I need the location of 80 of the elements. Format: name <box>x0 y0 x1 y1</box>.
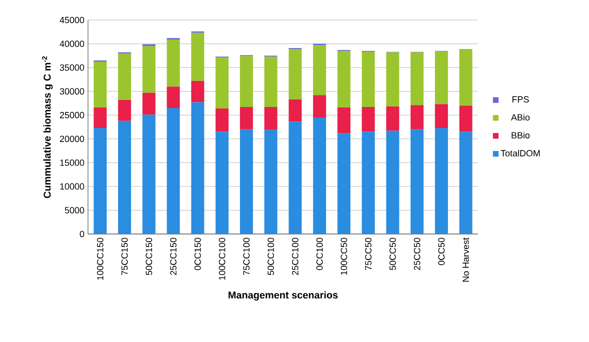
bar <box>166 86 180 108</box>
y-tick-label: 30000 <box>60 88 84 95</box>
x-tick-label: 100CC50 <box>340 238 348 275</box>
bar <box>240 129 253 234</box>
bar <box>386 106 400 131</box>
bar <box>459 106 472 132</box>
bar <box>410 129 424 234</box>
legend-label: FPS <box>512 96 529 103</box>
bar <box>337 50 350 108</box>
bar <box>216 58 229 108</box>
bar <box>118 100 132 121</box>
x-tick-label: 25CC50 <box>414 238 420 270</box>
legend-label: TotalDOM <box>500 150 540 156</box>
bar <box>362 132 375 234</box>
x-tick-label: 50CC50 <box>390 238 396 270</box>
x-tick-label: 75CC50 <box>365 238 372 270</box>
legend-label: ABio <box>511 114 530 120</box>
legend-label: BBio <box>512 132 530 138</box>
y-tick-label: 40000 <box>60 40 84 47</box>
bar <box>434 128 448 234</box>
bar <box>313 95 326 118</box>
bar <box>337 133 350 234</box>
bar <box>191 80 204 102</box>
bar <box>313 45 326 96</box>
bar <box>410 105 424 130</box>
y-tick-label: 25000 <box>60 112 84 118</box>
bar <box>216 132 229 234</box>
bar <box>288 99 302 122</box>
bar <box>191 102 204 234</box>
bar <box>434 51 448 104</box>
bar <box>264 56 278 108</box>
x-tick-label: 0CC50 <box>438 238 445 266</box>
x-tick-label: 100CC100 <box>218 238 226 280</box>
bar <box>264 130 278 234</box>
y-axis-title: Cummulative biomass g C m$^{-2}$ <box>42 56 53 198</box>
x-tick-label: 0CC100 <box>316 238 323 270</box>
bar <box>313 117 326 234</box>
bar <box>142 46 156 93</box>
bar <box>166 108 180 234</box>
y-tick-label: 45000 <box>60 16 84 24</box>
x-tick-label: 75CC100 <box>243 238 250 275</box>
bar <box>142 92 156 115</box>
y-tick-label: 15000 <box>60 159 84 166</box>
x-tick-label: 25CC100 <box>292 238 298 275</box>
bar <box>288 122 302 234</box>
bar <box>240 56 253 108</box>
bar <box>264 107 278 130</box>
x-tick-label: 100CC150 <box>97 238 104 280</box>
y-tick-label: 5000 <box>64 207 84 214</box>
x-tick-label: No Harvest <box>462 238 469 282</box>
bar <box>216 108 229 132</box>
bar <box>386 52 400 107</box>
bar <box>142 114 156 234</box>
bar <box>386 130 400 234</box>
bar <box>118 120 132 234</box>
bar <box>191 32 204 81</box>
x-tick-label: 0CC150 <box>194 238 201 270</box>
bar <box>166 40 180 87</box>
bar <box>94 108 107 128</box>
bar <box>410 52 424 106</box>
bar <box>337 108 350 134</box>
x-tick-label: 25CC150 <box>170 238 176 275</box>
bar <box>459 49 472 106</box>
bar <box>94 128 107 234</box>
bar <box>434 104 448 128</box>
bar <box>118 54 132 100</box>
x-tick-label: 50CC150 <box>146 238 152 276</box>
bar <box>240 107 253 130</box>
x-axis-title: Management scenarios <box>228 291 338 301</box>
bar <box>362 107 375 132</box>
x-tick-label: 75CC150 <box>121 238 128 275</box>
bar <box>94 62 107 108</box>
y-tick-label: 35000 <box>60 64 84 71</box>
x-tick-label: 50CC100 <box>268 238 274 276</box>
y-tick-label: 20000 <box>60 136 84 142</box>
bar <box>288 49 302 100</box>
bar <box>362 52 375 108</box>
bar <box>459 132 472 234</box>
y-tick-label: 10000 <box>60 183 84 190</box>
y-tick-label: 0 <box>80 230 84 238</box>
